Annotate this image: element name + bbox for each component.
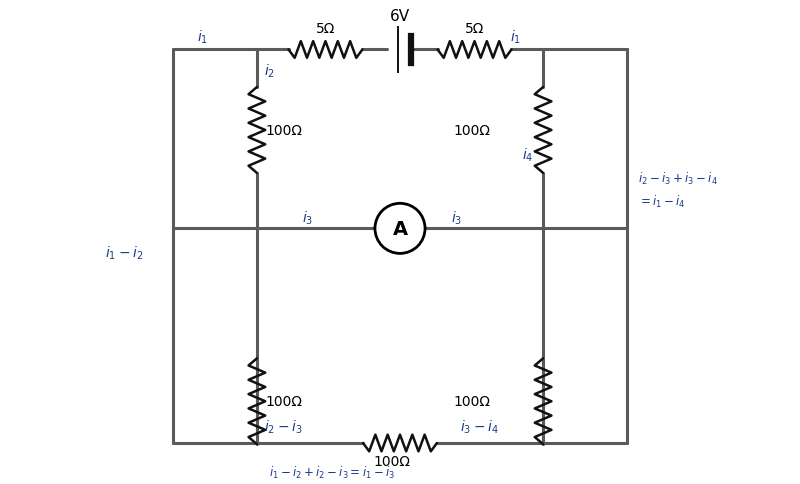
Text: 100Ω: 100Ω: [266, 124, 303, 137]
Text: 100Ω: 100Ω: [373, 454, 410, 468]
Text: $i_1 - i_2 + i_2 - i_3 = i_1 - i_3$: $i_1 - i_2 + i_2 - i_3 = i_1 - i_3$: [269, 464, 395, 480]
Text: 100Ω: 100Ω: [454, 124, 490, 137]
Text: $i_2 - i_3$: $i_2 - i_3$: [264, 418, 302, 435]
Text: $i_1$: $i_1$: [198, 29, 208, 46]
Text: $i_3$: $i_3$: [302, 210, 313, 227]
Text: A: A: [393, 219, 407, 238]
Text: $i_2$: $i_2$: [264, 62, 275, 80]
Text: $i_4$: $i_4$: [522, 146, 534, 163]
Text: 100Ω: 100Ω: [266, 394, 303, 408]
Text: 100Ω: 100Ω: [454, 394, 490, 408]
Text: $i_1$: $i_1$: [510, 29, 522, 46]
Text: $i_2 - i_3 + i_3 - i_4$
$= i_1 - i_4$: $i_2 - i_3 + i_3 - i_4$ $= i_1 - i_4$: [638, 170, 718, 210]
Text: $i_3 - i_4$: $i_3 - i_4$: [460, 418, 498, 435]
Text: 5Ω: 5Ω: [465, 21, 484, 35]
Text: 5Ω: 5Ω: [316, 21, 335, 35]
Circle shape: [375, 204, 425, 254]
Text: $i_1 - i_2$: $i_1 - i_2$: [105, 244, 143, 261]
Text: $i_3$: $i_3$: [450, 210, 462, 227]
Text: 6V: 6V: [390, 9, 410, 24]
